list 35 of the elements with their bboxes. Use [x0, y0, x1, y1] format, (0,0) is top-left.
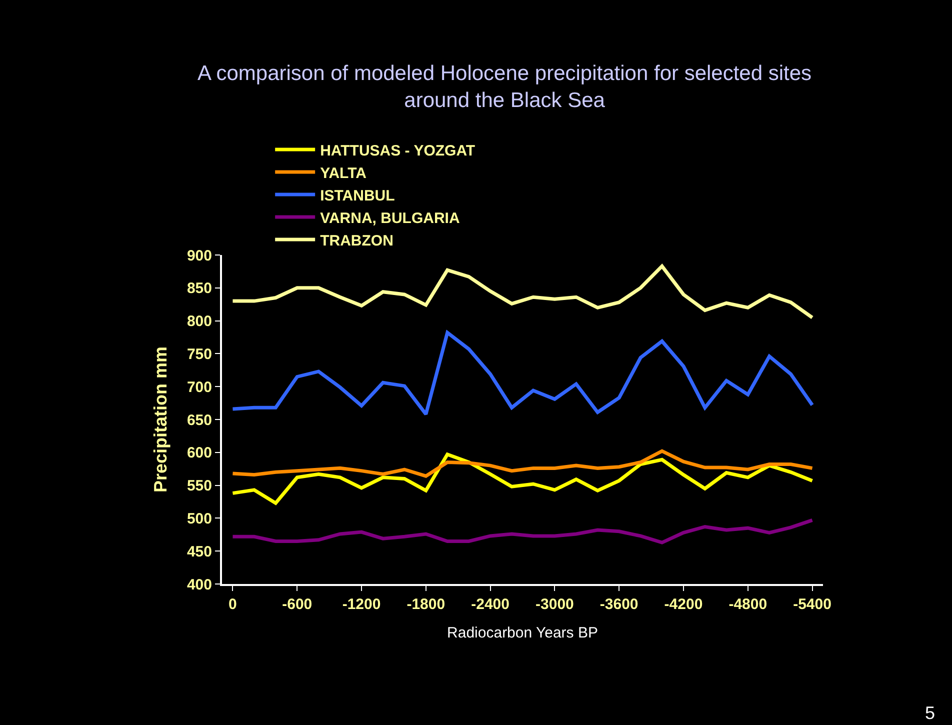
y-tick-label: 400 — [186, 576, 212, 594]
line-series — [230, 452, 814, 505]
legend-label: YALTA — [320, 164, 367, 182]
y-tick-label: 850 — [186, 280, 212, 298]
line-series — [230, 449, 814, 478]
legend-label: HATTUSAS - YOZGAT — [320, 142, 476, 160]
y-tick-label: 450 — [186, 543, 212, 560]
y-tick-label: 550 — [186, 478, 212, 495]
y-tick-label: 900 — [186, 247, 212, 264]
y-tick-label: 650 — [186, 412, 212, 429]
x-tick-label: -1200 — [342, 596, 381, 613]
x-tick-label: -5400 — [793, 596, 832, 613]
legend-label: ISTANBUL — [320, 187, 395, 204]
x-tick-label: -3600 — [600, 596, 638, 613]
x-tick-label: -2400 — [471, 596, 510, 613]
x-tick-label: -600 — [282, 596, 312, 613]
y-tick-label: 700 — [186, 378, 212, 396]
line-series — [230, 330, 814, 416]
legend-label: VARNA, BULGARIA — [320, 210, 460, 227]
x-tick-label: -1800 — [406, 596, 446, 613]
legend-label: TRABZON — [320, 232, 394, 250]
y-tick-label: 750 — [186, 346, 212, 363]
x-tick-label: -4800 — [728, 596, 768, 613]
text: 5 — [925, 703, 936, 723]
y-tick-label: 500 — [186, 510, 212, 528]
line-series — [230, 518, 814, 544]
x-tick-label: 0 — [228, 596, 237, 613]
x-tick-label: -3000 — [536, 596, 574, 613]
y-tick-label: 800 — [186, 313, 212, 330]
x-axis-title: Radiocarbon Years BP — [447, 624, 598, 642]
y-axis-title: Precipitation mm — [150, 346, 171, 493]
line-series — [230, 264, 814, 320]
chart-title: A comparison of modeled Holocene precipitation for selected sites around the Black Sea — [198, 62, 812, 112]
y-tick-label: 600 — [186, 444, 212, 462]
x-tick-label: -4200 — [664, 596, 703, 613]
